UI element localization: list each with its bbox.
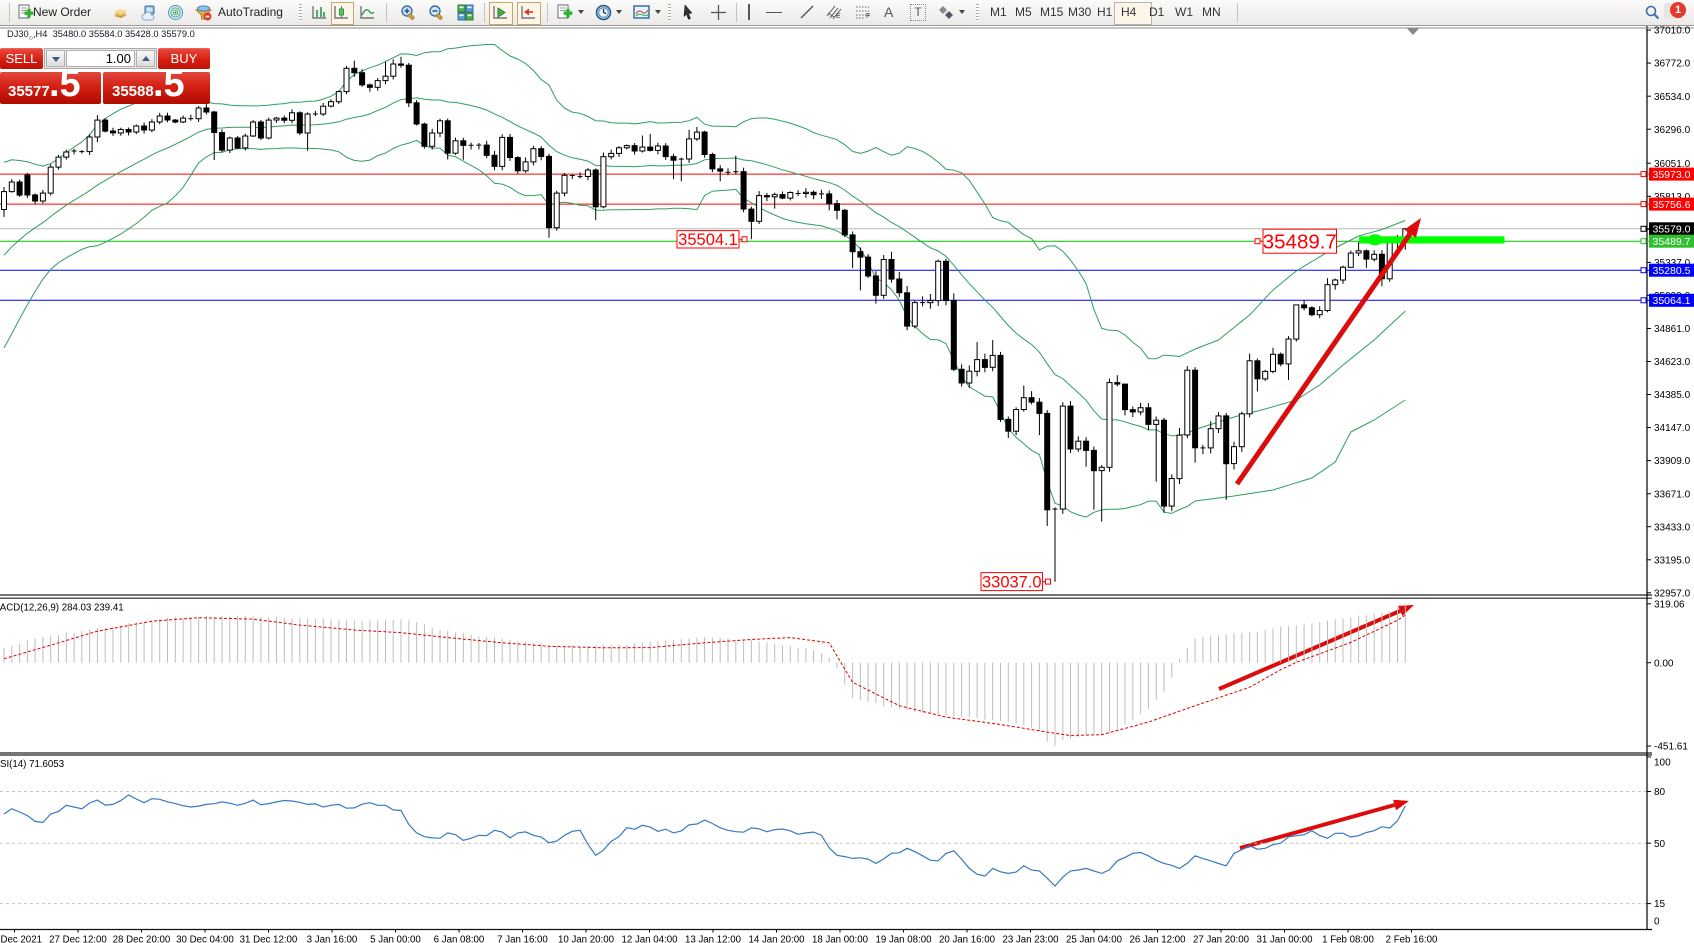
svg-text:36772.0: 36772.0 [1654, 59, 1691, 70]
svg-text:20 Jan 16:00: 20 Jan 16:00 [939, 935, 996, 943]
svg-text:33037.0: 33037.0 [982, 574, 1042, 592]
svg-text:26 Jan 12:00: 26 Jan 12:00 [1129, 935, 1186, 943]
svg-text:18 Jan 00:00: 18 Jan 00:00 [812, 935, 869, 943]
svg-text:26 Dec 2021: 26 Dec 2021 [0, 935, 42, 943]
svg-text:36051.0: 36051.0 [1654, 159, 1691, 170]
svg-text:35973.0: 35973.0 [1653, 169, 1691, 181]
svg-text:19 Jan 08:00: 19 Jan 08:00 [875, 935, 932, 943]
svg-text:80: 80 [1654, 787, 1666, 798]
svg-text:10 Jan 20:00: 10 Jan 20:00 [558, 935, 615, 943]
svg-text:13 Jan 12:00: 13 Jan 12:00 [685, 935, 742, 943]
svg-text:32957.0: 32957.0 [1654, 588, 1691, 599]
svg-text:-451.61: -451.61 [1654, 742, 1688, 753]
svg-text:34147.0: 34147.0 [1654, 423, 1691, 434]
svg-text:50: 50 [1654, 839, 1666, 850]
svg-text:0.00: 0.00 [1654, 658, 1674, 669]
svg-text:14 Jan 20:00: 14 Jan 20:00 [748, 935, 805, 943]
svg-text:1 Feb 08:00: 1 Feb 08:00 [1322, 935, 1374, 943]
svg-text:30 Dec 04:00: 30 Dec 04:00 [176, 935, 234, 943]
svg-text:33195.0: 33195.0 [1654, 555, 1691, 566]
svg-text:3 Jan 16:00: 3 Jan 16:00 [307, 935, 358, 943]
svg-text:319.06: 319.06 [1654, 599, 1685, 610]
svg-text:27 Dec 12:00: 27 Dec 12:00 [49, 935, 107, 943]
svg-text:6 Jan 08:00: 6 Jan 08:00 [434, 935, 485, 943]
svg-text:36296.0: 36296.0 [1654, 125, 1691, 136]
svg-text:31 Dec 12:00: 31 Dec 12:00 [240, 935, 298, 943]
svg-text:33909.0: 33909.0 [1654, 456, 1691, 467]
svg-text:35756.6: 35756.6 [1653, 199, 1691, 211]
svg-text:0: 0 [1654, 917, 1660, 928]
svg-text:15: 15 [1654, 899, 1666, 910]
svg-text:36534.0: 36534.0 [1654, 92, 1691, 103]
svg-text:23 Jan 23:00: 23 Jan 23:00 [1002, 935, 1059, 943]
svg-text:34385.0: 34385.0 [1654, 390, 1691, 401]
svg-text:35489.7: 35489.7 [1653, 236, 1691, 248]
svg-text:12 Jan 04:00: 12 Jan 04:00 [621, 935, 678, 943]
svg-text:35280.5: 35280.5 [1653, 265, 1691, 277]
svg-text:35813.0: 35813.0 [1654, 192, 1691, 203]
svg-text:100: 100 [1654, 758, 1671, 769]
svg-text:5 Jan 00:00: 5 Jan 00:00 [370, 935, 421, 943]
svg-text:31 Jan 00:00: 31 Jan 00:00 [1256, 935, 1313, 943]
svg-text:35579.0: 35579.0 [1653, 224, 1691, 236]
svg-text:34623.0: 34623.0 [1654, 357, 1691, 368]
svg-text:35489.7: 35489.7 [1263, 231, 1337, 254]
svg-text:RSI(14) 71.6053: RSI(14) 71.6053 [0, 759, 64, 770]
svg-text:33671.0: 33671.0 [1654, 489, 1691, 500]
svg-text:2 Feb 16:00: 2 Feb 16:00 [1386, 935, 1438, 943]
svg-text:33433.0: 33433.0 [1654, 522, 1691, 533]
svg-text:35337.0: 35337.0 [1654, 258, 1691, 269]
svg-text:35064.1: 35064.1 [1653, 295, 1691, 307]
svg-text:37010.0: 37010.0 [1654, 26, 1691, 37]
svg-text:25 Jan 04:00: 25 Jan 04:00 [1066, 935, 1123, 943]
svg-text:35504.1: 35504.1 [678, 231, 738, 249]
svg-text:34861.0: 34861.0 [1654, 324, 1691, 335]
svg-text:28 Dec 20:00: 28 Dec 20:00 [113, 935, 171, 943]
svg-text:MACD(12,26,9) 284.03 239.41: MACD(12,26,9) 284.03 239.41 [0, 603, 124, 614]
svg-text:7 Jan 16:00: 7 Jan 16:00 [497, 935, 548, 943]
svg-text:27 Jan 20:00: 27 Jan 20:00 [1193, 935, 1250, 943]
